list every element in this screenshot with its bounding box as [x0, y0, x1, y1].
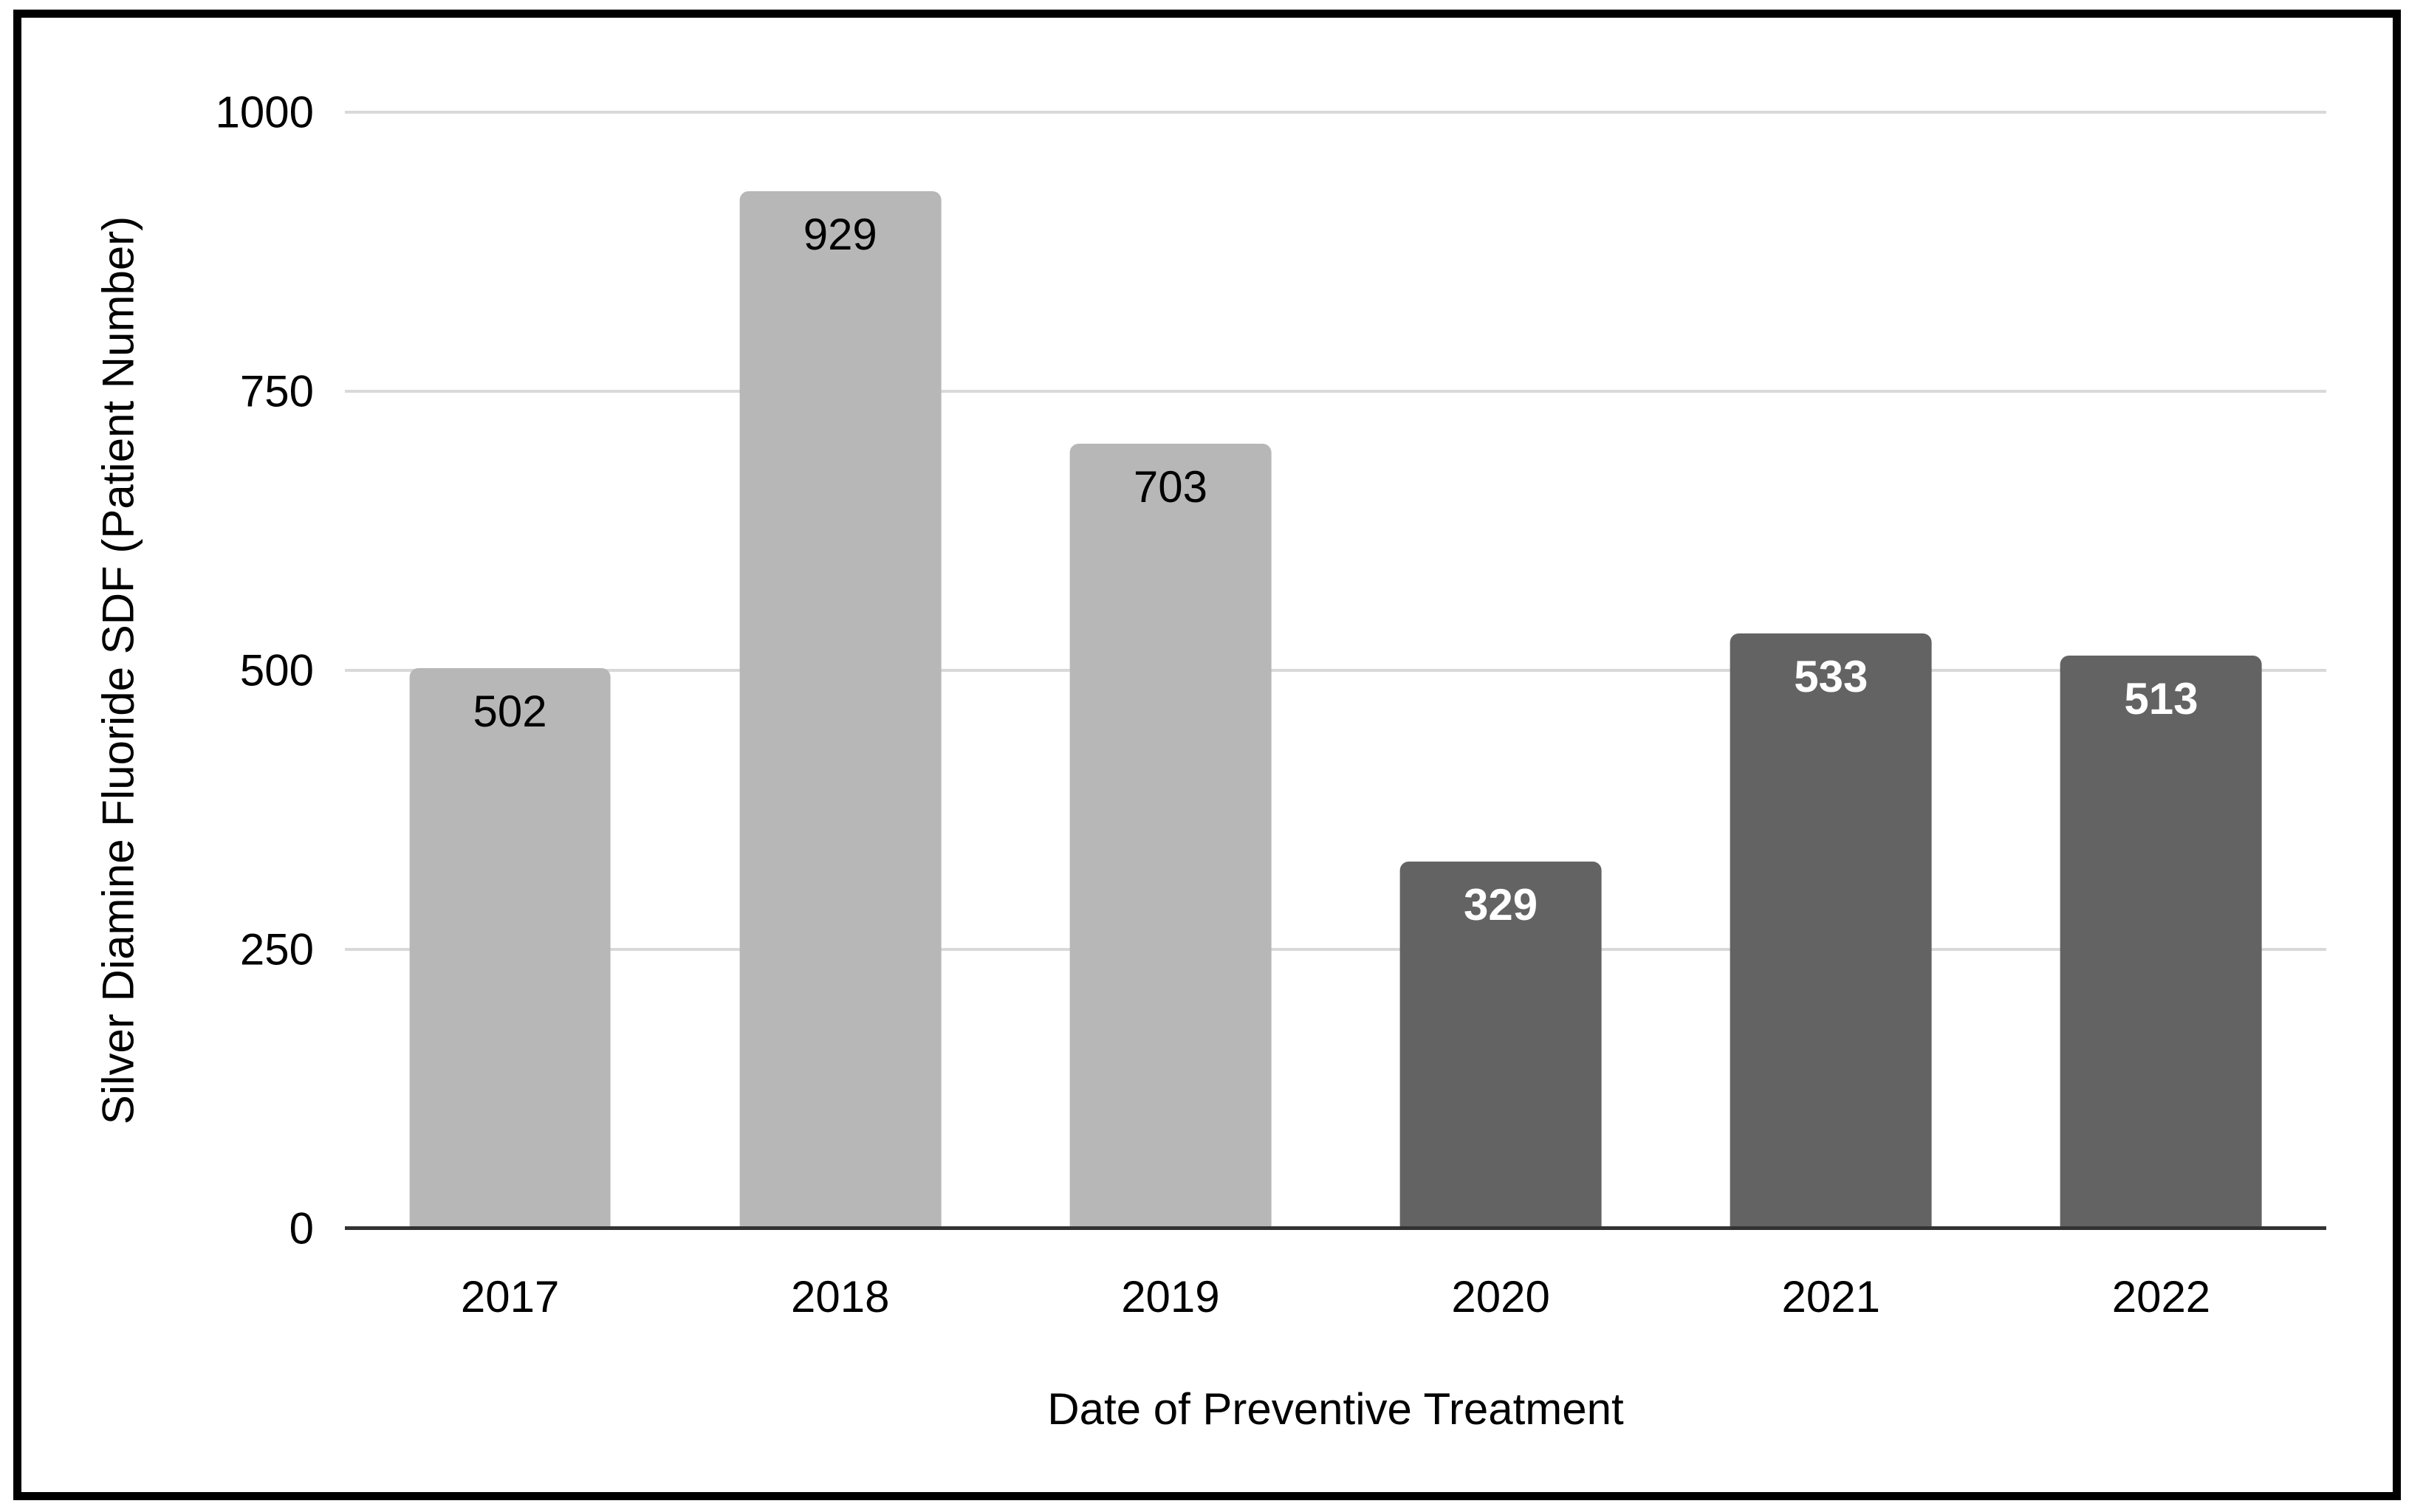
category-slot-2020: 329 2020	[1336, 112, 1666, 1322]
bar-2021: 533	[1730, 633, 1932, 1228]
y-axis-title: Silver Diamine Fluoride SDF (Patient Num…	[93, 216, 143, 1125]
x-axis-title: Date of Preventive Treatment	[1047, 1384, 1624, 1434]
gridline-1000	[345, 111, 2326, 114]
x-tick-label-2019: 2019	[1121, 1272, 1220, 1322]
y-tick-label-750: 750	[239, 366, 314, 416]
x-tick-label-2020: 2020	[1451, 1272, 1550, 1322]
bar-value-label-2020: 329	[1464, 879, 1538, 929]
y-tick-label-0: 0	[289, 1203, 314, 1254]
x-tick-label-2018: 2018	[791, 1272, 890, 1322]
plot-area: 0 250 500 750 1000 502 2017 929 2018 703 2019 329 2…	[94, 88, 2326, 1434]
bar-value-label-2019: 703	[1133, 462, 1207, 512]
y-tick-label-500: 500	[239, 645, 314, 695]
x-axis-line	[345, 1226, 2326, 1230]
x-tick-label-2022: 2022	[2111, 1272, 2211, 1322]
category-slot-2017: 502 2017	[345, 112, 675, 1322]
category-slot-2021: 533 2021	[1666, 112, 1996, 1322]
bar-value-label-2022: 513	[2124, 674, 2198, 724]
gridline-750	[345, 390, 2326, 393]
bar-2019: 703	[1069, 444, 1272, 1228]
x-tick-label-2021: 2021	[1781, 1272, 1881, 1322]
category-slot-2018: 929 2018	[675, 112, 1005, 1322]
category-slot-2022: 513 2022	[1996, 112, 2326, 1322]
y-tick-label-250: 250	[239, 924, 314, 975]
bar-value-label-2017: 502	[473, 686, 547, 736]
bar-2022: 513	[2060, 656, 2262, 1228]
bar-2020: 329	[1399, 861, 1602, 1228]
x-tick-label-2017: 2017	[460, 1272, 560, 1322]
bar-2018: 929	[739, 191, 942, 1228]
gridline-500	[345, 669, 2326, 672]
bar-value-label-2018: 929	[803, 210, 877, 260]
y-tick-label-1000: 1000	[215, 87, 314, 137]
bar-2017: 502	[409, 667, 611, 1228]
bar-value-label-2021: 533	[1794, 652, 1868, 702]
category-slot-2019: 703 2019	[1005, 112, 1335, 1322]
gridline-250	[345, 948, 2326, 951]
bars-area: 502 2017 929 2018 703 2019 329 2020 533 2021 513 20…	[345, 112, 2326, 1322]
